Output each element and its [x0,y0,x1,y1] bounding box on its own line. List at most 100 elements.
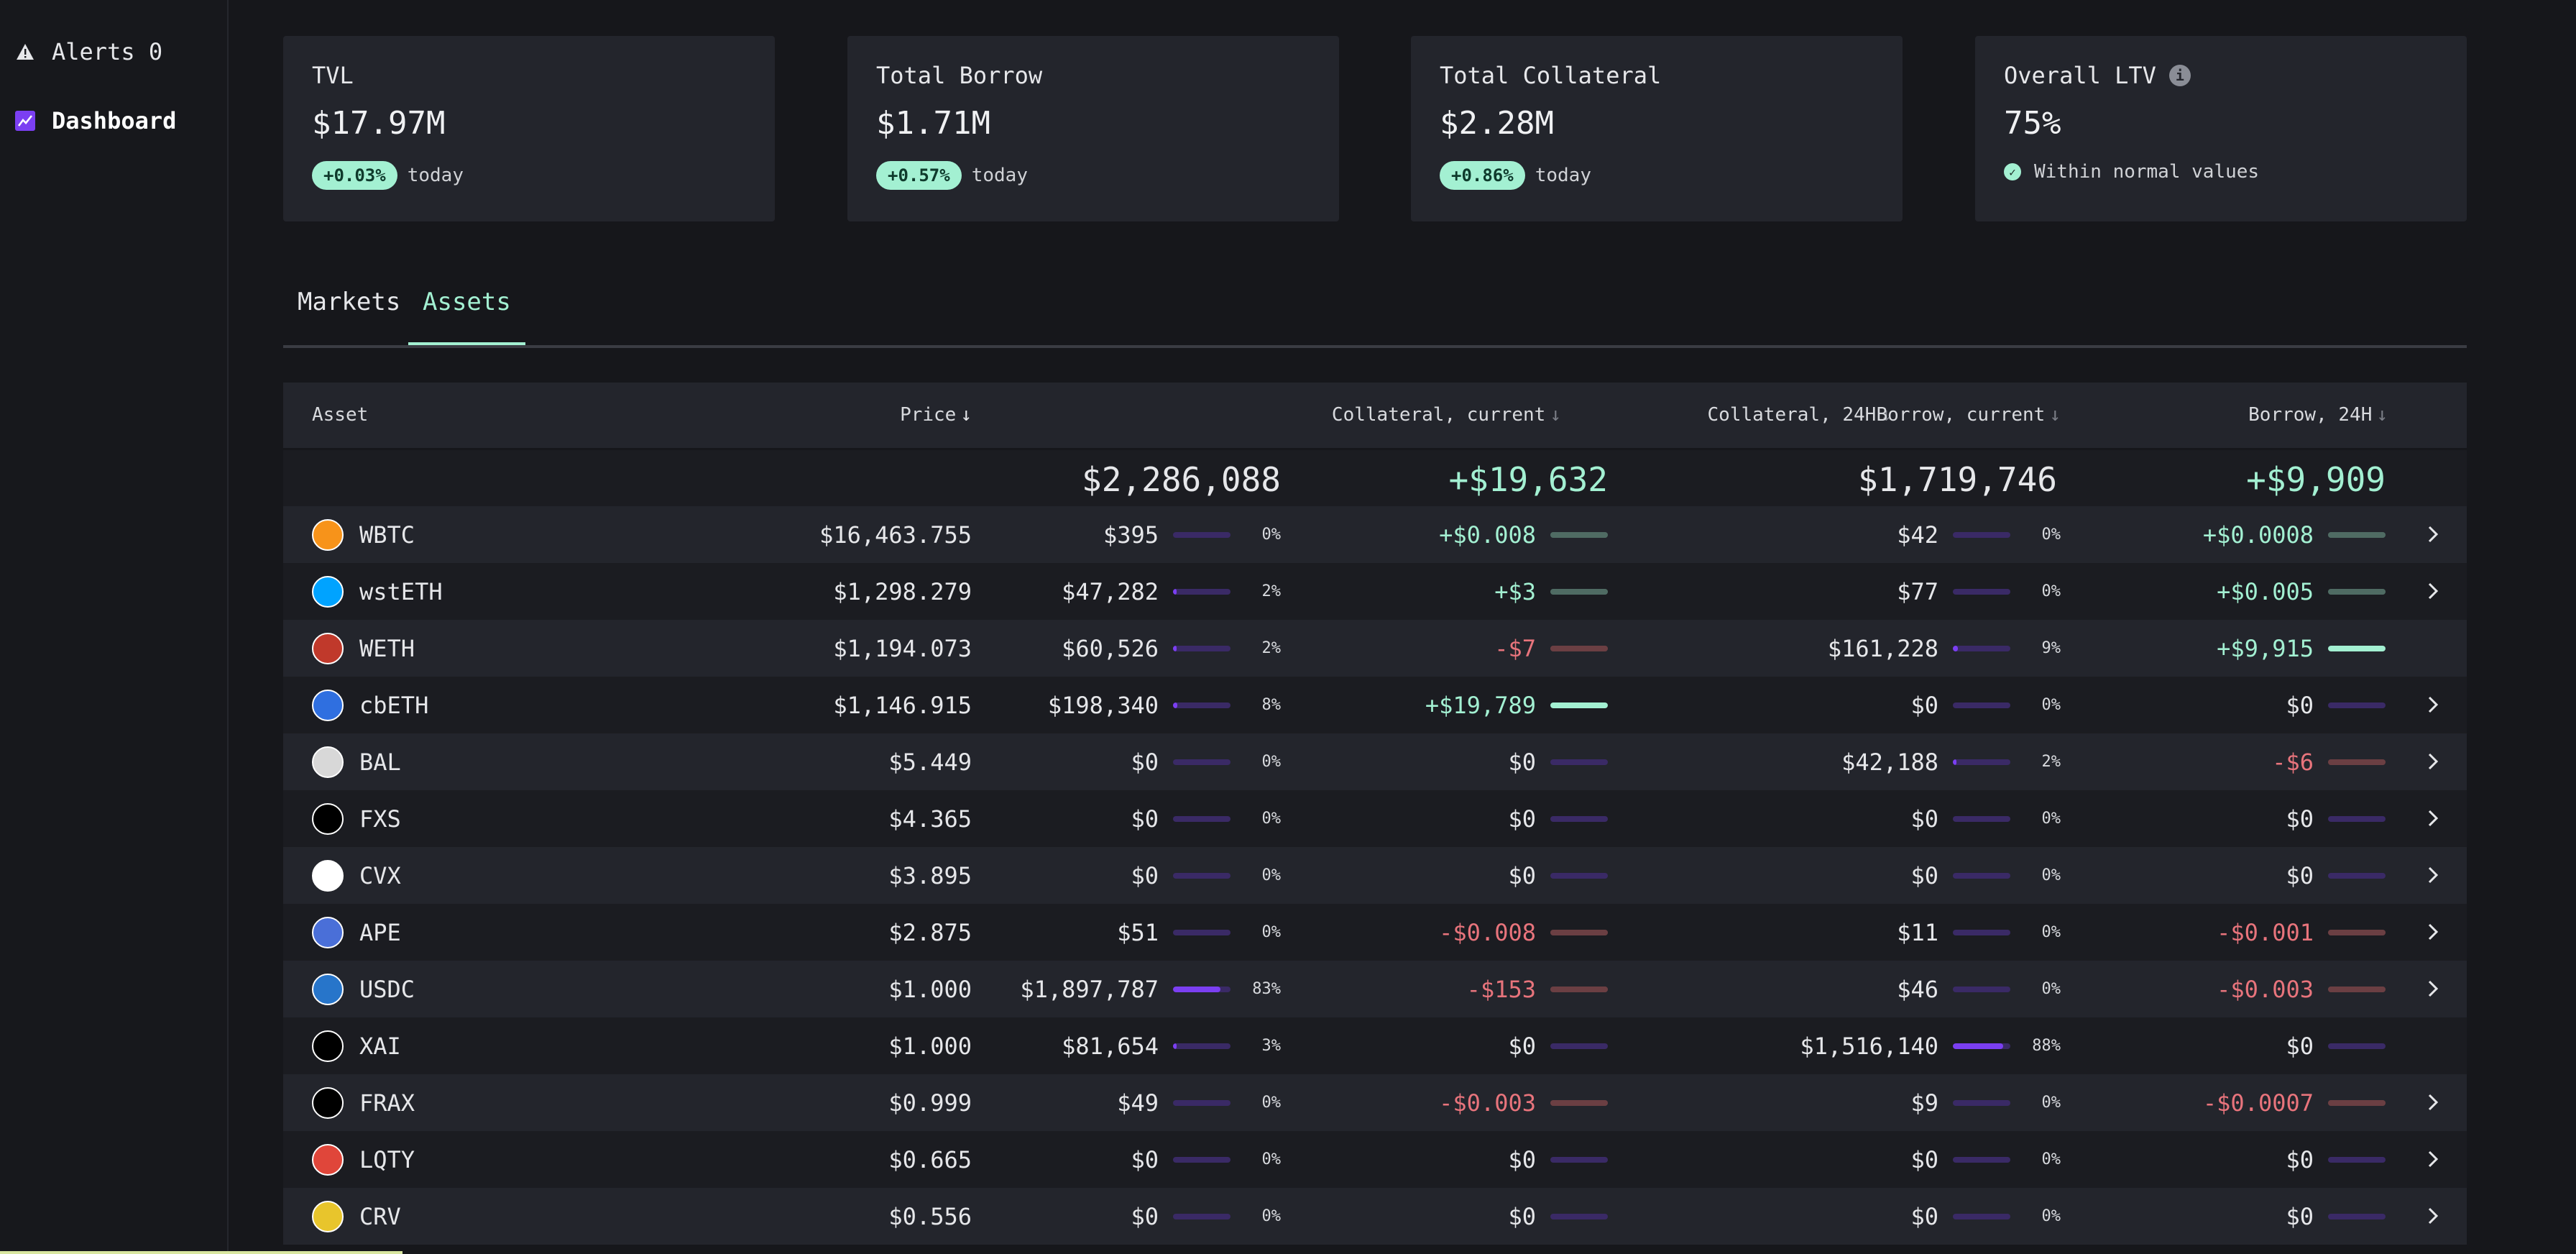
col-header-price[interactable]: Price ↓ [900,404,972,426]
progress-bar [1173,702,1230,708]
collateral-value: $1,897,787 [1020,975,1159,1003]
borrow-pct: 0% [2041,696,2061,714]
price-cell: $1.000 [888,961,972,1017]
collateral-24h-cell: -$0.003 [1439,1074,1608,1131]
collateral-current-cell: $60,526 2% [1062,620,1281,677]
table-row[interactable]: WBTC $16,463.755 $395 0% +$0.008 $42 0% +$0.000… [283,506,2467,563]
collateral-24h-value: $0 [1508,1202,1536,1230]
chevron-right-icon[interactable] [2421,1090,2445,1115]
progress-bar [2328,1099,2386,1106]
card-foot: ✓ Within normal values [2004,161,2259,183]
tab-markets[interactable]: Markets [298,288,401,316]
card-foot-label: today [407,165,464,186]
table-row[interactable]: APE $2.875 $51 0% -$0.008 $11 0% -$0.001 [283,904,2467,961]
borrow-24h-cell: +$0.0008 [2203,506,2386,563]
xai-icon [312,1030,344,1062]
progress-bar-fill [1550,1099,1608,1106]
asset-name: LQTY [359,1145,415,1173]
table-row[interactable]: FRAX $0.999 $49 0% -$0.003 $9 0% -$0.0007 [283,1074,2467,1131]
collateral-24h-cell: $0 [1508,847,1608,904]
price-value: $1,146.915 [833,691,972,719]
borrow-24h-value: -$6 [2272,748,2314,776]
asset-cell: WETH [312,620,415,677]
borrow-24h-value: $0 [2286,1145,2314,1173]
col-header-collateral-24h[interactable]: Collateral, 24H ↓ [1708,404,1892,426]
collateral-pct: 2% [1261,582,1282,600]
col-header-asset[interactable]: Asset [312,404,369,426]
col-header-label: Borrow, current [1876,404,2046,426]
table-row[interactable]: BAL $5.449 $0 0% $0 $42,188 2% -$6 [283,733,2467,790]
sidebar-item-dashboard[interactable]: Dashboard [14,101,176,141]
collateral-24h-value: +$3 [1494,577,1536,605]
col-header-borrow-24h[interactable]: Borrow, 24H ↓ [2248,404,2388,426]
borrow-value: $42,188 [1841,748,1938,776]
chevron-right-icon[interactable] [2421,522,2445,546]
borrow-24h-value: $0 [2286,1202,2314,1230]
progress-bar [2328,929,2386,935]
chevron-right-icon[interactable] [2421,806,2445,830]
chevron-right-icon[interactable] [2421,976,2445,1001]
collateral-current-cell: $47,282 2% [1062,563,1281,620]
table-row[interactable]: CVX $3.895 $0 0% $0 $0 0% $0 [283,847,2467,904]
progress-bar [2328,872,2386,879]
collateral-current-cell: $51 0% [1117,904,1281,961]
chevron-right-icon[interactable] [2421,692,2445,717]
progress-bar-fill [1550,929,1608,935]
collateral-24h-cell: +$19,789 [1425,677,1608,733]
progress-bar [1550,645,1608,651]
table-row[interactable]: LQTY $0.665 $0 0% $0 $0 0% $0 [283,1131,2467,1188]
wbtc-icon [312,518,344,551]
tab-assets[interactable]: Assets [408,288,525,345]
card-title-text: Overall LTV [2004,62,2156,89]
asset-cell: BAL [312,733,401,790]
chevron-right-icon[interactable] [2421,920,2445,944]
table-row[interactable]: FXS $4.365 $0 0% $0 $0 0% $0 [283,790,2467,847]
sidebar-item-label: Alerts 0 [52,38,163,65]
borrow-current-cell: $1,516,140 88% [1800,1017,2061,1074]
sidebar-item-alerts[interactable]: Alerts 0 [14,32,162,72]
table-row[interactable]: USDC $1.000 $1,897,787 83% -$153 $46 0% -$0.003 [283,961,2467,1017]
price-cell: $1.000 [888,1017,972,1074]
chevron-right-icon[interactable] [2421,749,2445,774]
chevron-right-icon[interactable] [2421,1204,2445,1228]
borrow-value: $42 [1897,521,1938,549]
borrow-24h-cell: $0 [2286,677,2386,733]
borrow-value: $0 [1910,1202,1938,1230]
price-value: $2.875 [888,918,972,946]
table-row[interactable]: wstETH $1,298.279 $47,282 2% +$3 $77 0% +$0.005 [283,563,2467,620]
borrow-current-cell: $46 0% [1897,961,2061,1017]
borrow-24h-cell: $0 [2286,790,2386,847]
chevron-right-icon[interactable] [2421,1147,2445,1171]
progress-bar [2328,815,2386,822]
info-icon[interactable]: i [2168,65,2191,86]
collateral-pct: 0% [1261,1094,1282,1112]
chevron-right-icon[interactable] [2421,863,2445,887]
collateral-24h-value: $0 [1508,1145,1536,1173]
borrow-pct: 0% [2041,923,2061,941]
collateral-24h-value: $0 [1508,1032,1536,1060]
collateral-value: $47,282 [1062,577,1159,605]
collateral-current-cell: $0 0% [1131,847,1281,904]
asset-cell: APE [312,904,401,961]
borrow-value: $46 [1897,975,1938,1003]
borrow-current-cell: $161,228 9% [1828,620,2061,677]
col-header-collateral-current[interactable]: Collateral, current ↓ [1332,404,1561,426]
borrow-current-cell: $42,188 2% [1841,733,2061,790]
progress-bar [1173,1043,1230,1049]
total-borrow-24h: +$9,909 [2246,460,2386,499]
asset-name: FXS [359,805,401,833]
collateral-pct: 0% [1261,810,1282,828]
progress-bar-fill [1550,986,1608,992]
table-row[interactable]: cbETH $1,146.915 $198,340 8% +$19,789 $0 0% $0 [283,677,2467,733]
table-row: WETH $1,194.073 $60,526 2% -$7 $161,228 9% +$9,… [283,620,2467,677]
borrow-pct: 0% [2041,582,2061,600]
asset-cell: LQTY [312,1131,415,1188]
collateral-value: $0 [1131,805,1159,833]
price-value: $0.999 [888,1089,972,1117]
col-header-borrow-current[interactable]: Borrow, current ↓ [1877,404,2061,426]
sidebar: Alerts 0 Dashboard [0,0,229,1254]
chevron-right-icon[interactable] [2421,579,2445,603]
progress-bar-fill [1953,645,1959,651]
table-row[interactable]: CRV $0.556 $0 0% $0 $0 0% $0 [283,1188,2467,1245]
collateral-current-cell: $0 0% [1131,790,1281,847]
